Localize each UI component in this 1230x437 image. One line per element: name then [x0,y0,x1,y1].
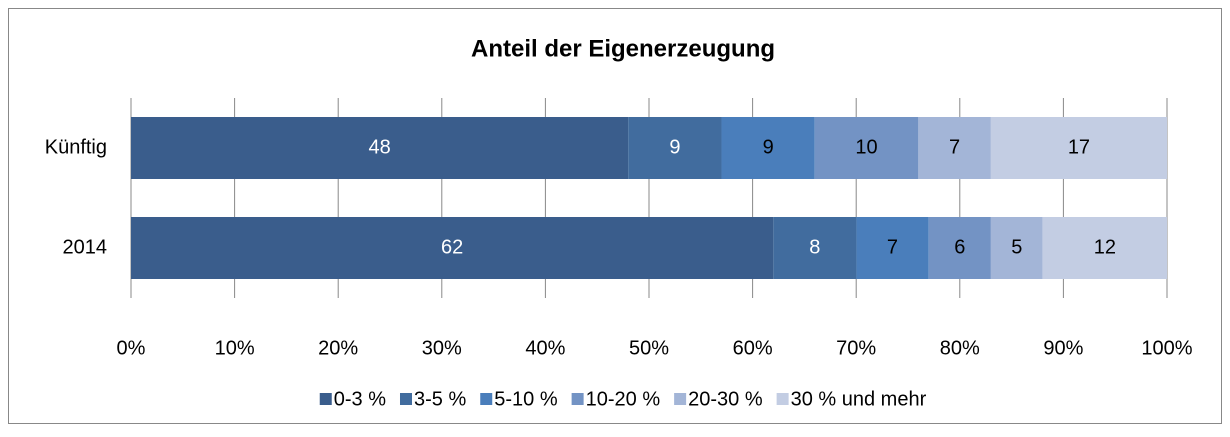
legend-label: 20-30 % [688,388,763,410]
bar-segment [773,217,857,279]
data-label: 8 [809,236,820,258]
x-tick-label: 80% [940,337,980,359]
legend-swatch [399,393,412,405]
bar-segment [856,217,929,279]
legend-swatch [319,393,332,405]
x-tick-label: 60% [733,337,773,359]
data-label: 9 [763,136,774,158]
bar-segment [131,117,629,179]
data-label: 5 [1011,236,1022,258]
bar-segment [990,117,1167,179]
legend-swatch [776,393,789,405]
bar-segment [814,117,919,179]
y-tick-label: Künftig [45,136,107,158]
bar-segment [721,117,815,179]
bar-segment [990,217,1043,279]
legend-label: 0-3 % [334,388,386,410]
legend-label: 5-10 % [494,388,558,410]
data-label: 62 [441,236,463,258]
data-label: 7 [949,136,960,158]
data-label: 12 [1094,236,1116,258]
legend-swatch [674,393,687,405]
data-label: 7 [887,236,898,258]
data-label: 6 [954,236,965,258]
x-tick-label: 100% [1141,337,1192,359]
x-tick-label: 90% [1043,337,1083,359]
y-tick-label: 2014 [63,236,108,258]
data-label: 10 [855,136,877,158]
x-tick-label: 10% [215,337,255,359]
bar-segment [131,217,774,279]
legend-swatch [480,393,493,405]
chart-title: Anteil der Eigenerzeugung [471,35,775,62]
x-tick-label: 30% [422,337,462,359]
x-tick-label: 40% [525,337,565,359]
bar-segment [918,117,991,179]
legend-label: 10-20 % [586,388,661,410]
legend-swatch [571,393,584,405]
data-label: 17 [1068,136,1090,158]
x-tick-label: 20% [318,337,358,359]
bar-segment [1042,217,1167,279]
legend-label: 3-5 % [414,388,466,410]
chart-border [8,8,1222,424]
x-tick-label: 50% [629,337,669,359]
data-label: 48 [369,136,391,158]
x-tick-label: 70% [836,337,876,359]
bar-segment [628,117,722,179]
legend-label: 30 % und mehr [791,388,927,410]
data-label: 9 [669,136,680,158]
x-tick-label: 0% [117,337,146,359]
bar-segment [928,217,991,279]
